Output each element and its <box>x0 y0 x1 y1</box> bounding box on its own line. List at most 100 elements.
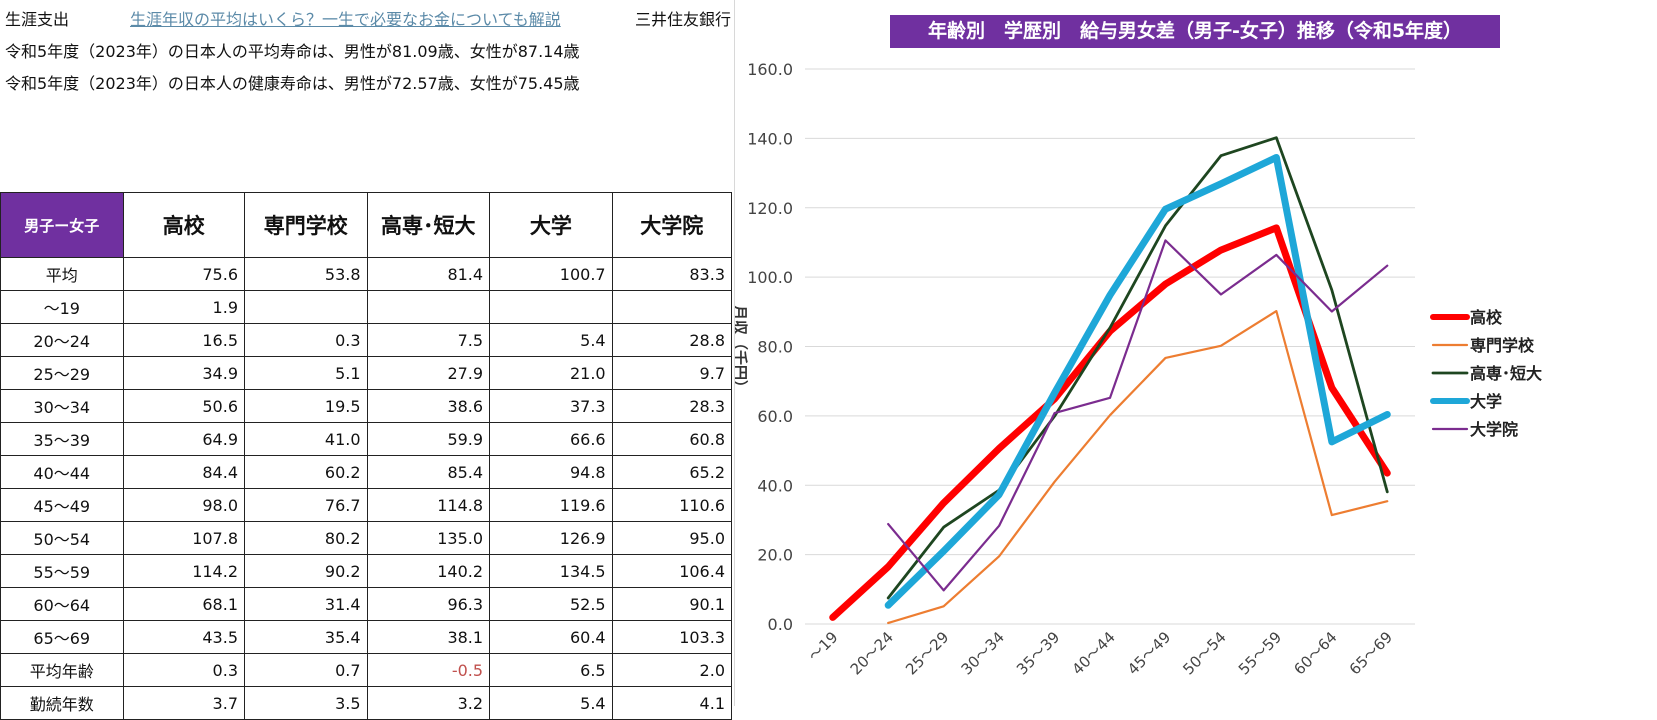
y-tick-label: 80.0 <box>757 338 793 357</box>
table-row: 55～59 114.2 90.2 140.2 134.5 106.4 <box>0 554 733 588</box>
table-cell: 1.9 <box>122 290 246 324</box>
y-tick-label: 140.0 <box>747 129 793 148</box>
table-cell: 76.7 <box>244 488 368 522</box>
x-tick-label: 45～49 <box>1124 628 1174 678</box>
table-cell: 64.9 <box>122 422 246 456</box>
salary-gap-table: 男子ー女子 高校 専門学校 高専･短大 大学 大学院 平均 75.6 53.8 81.… <box>0 192 733 720</box>
table-cell: 134.5 <box>489 554 613 588</box>
table-cell: 3.5 <box>244 686 368 720</box>
table-cell: 114.8 <box>366 488 491 522</box>
row-label: 55～59 <box>0 554 124 588</box>
table-cell: 5.4 <box>489 686 613 720</box>
table-row: 45～49 98.0 76.7 114.8 119.6 110.6 <box>0 488 733 522</box>
y-axis-label: 月収（千円） <box>735 304 749 395</box>
row-label: 25～29 <box>0 356 124 390</box>
table-cell: 9.7 <box>611 356 733 390</box>
series-line <box>887 239 1389 592</box>
column-header: 高専･短大 <box>366 192 491 258</box>
row-label: 30～34 <box>0 389 124 423</box>
table-cell: 66.6 <box>489 422 613 456</box>
table-cell: 106.4 <box>611 554 733 588</box>
table-cell: 60.2 <box>244 455 368 489</box>
y-tick-label: 40.0 <box>757 476 793 495</box>
x-tick-label: 65～69 <box>1346 628 1396 678</box>
x-tick-label: 50～54 <box>1179 628 1229 678</box>
y-tick-label: 120.0 <box>747 199 793 218</box>
x-tick-label: 20～24 <box>847 628 897 678</box>
row-label: 65～69 <box>0 620 124 654</box>
x-tick-label: ～19 <box>805 628 842 665</box>
y-tick-label: 0.0 <box>768 615 793 634</box>
table-row: 平均 75.6 53.8 81.4 100.7 83.3 <box>0 257 733 291</box>
table-cell: 37.3 <box>489 389 613 423</box>
table-cell: 7.5 <box>366 323 491 357</box>
table-row: 40～44 84.4 60.2 85.4 94.8 65.2 <box>0 455 733 489</box>
row-label: 35～39 <box>0 422 124 456</box>
table-cell: 84.4 <box>122 455 246 489</box>
table-cell: 119.6 <box>489 488 613 522</box>
article-link[interactable]: 生涯年収の平均はいくら？一生で必要なお金についても解説 <box>130 10 561 29</box>
legend-label: 高校 <box>1470 308 1503 327</box>
table-row: 25～29 34.9 5.1 27.9 21.0 9.7 <box>0 356 733 390</box>
table-cell: 0.3 <box>244 323 368 357</box>
table-cell: 114.2 <box>122 554 246 588</box>
table-cell: 90.1 <box>611 587 733 621</box>
table-cell: 6.5 <box>489 653 613 687</box>
table-cell: 83.3 <box>611 257 733 291</box>
table-cell: 0.3 <box>122 653 246 687</box>
table-cell: 21.0 <box>489 356 613 390</box>
table-cell: 90.2 <box>244 554 368 588</box>
table-row: 20～24 16.5 0.3 7.5 5.4 28.8 <box>0 323 733 357</box>
row-label: ～19 <box>0 290 124 324</box>
x-tick-label: 60～64 <box>1290 628 1340 678</box>
series-line <box>829 224 1391 621</box>
table-corner-label: 男子ー女子 <box>0 192 124 258</box>
y-tick-label: 20.0 <box>757 546 793 565</box>
column-header: 大学 <box>489 192 613 258</box>
table-row: 35～39 64.9 41.0 59.9 66.6 60.8 <box>0 422 733 456</box>
table-cell <box>489 290 613 324</box>
table-row: 平均年齢 0.3 0.7 -0.5 6.5 2.0 <box>0 653 733 687</box>
life-expectancy-text: 令和5年度（2023年）の日本人の平均寿命は、男性が81.09歳、女性が87.1… <box>5 42 580 61</box>
table-cell: 38.6 <box>366 389 491 423</box>
row-label: 勤続年数 <box>0 686 124 720</box>
table-header-row: 男子ー女子 高校 専門学校 高専･短大 大学 大学院 <box>0 192 733 258</box>
table-cell: 95.0 <box>611 521 733 555</box>
table-cell: 27.9 <box>366 356 491 390</box>
row-label: 50～54 <box>0 521 124 555</box>
table-cell: 3.7 <box>122 686 246 720</box>
table-cell: 52.5 <box>489 587 613 621</box>
healthy-life-expectancy-text: 令和5年度（2023年）の日本人の健康寿命は、男性が72.57歳、女性が75.4… <box>5 74 580 93</box>
table-cell: 16.5 <box>122 323 246 357</box>
x-tick-label: 25～29 <box>902 628 952 678</box>
table-cell: 34.9 <box>122 356 246 390</box>
table-cell: 94.8 <box>489 455 613 489</box>
chart-title: 年齢別 学歴別 給与男女差（男子-女子）推移（令和5年度） <box>890 15 1500 48</box>
table-cell: 35.4 <box>244 620 368 654</box>
x-tick-label: 30～34 <box>958 628 1008 678</box>
left-panel: 生涯支出 生涯年収の平均はいくら？一生で必要なお金についても解説 三井住友銀行 … <box>0 0 734 720</box>
table-cell: 81.4 <box>366 257 491 291</box>
table-cell: 59.9 <box>366 422 491 456</box>
table-cell: 53.8 <box>244 257 368 291</box>
table-cell: 100.7 <box>489 257 613 291</box>
row-label: 平均年齢 <box>0 653 124 687</box>
series-line <box>887 310 1389 625</box>
table-cell: 60.8 <box>611 422 733 456</box>
series-line <box>884 153 1391 609</box>
table-row: 65～69 43.5 35.4 38.1 60.4 103.3 <box>0 620 733 654</box>
table-body: 平均 75.6 53.8 81.4 100.7 83.3 ～19 1.9 20～24 16.5 0.… <box>0 257 733 720</box>
row-label: 45～49 <box>0 488 124 522</box>
row-label: 平均 <box>0 257 124 291</box>
table-cell: 60.4 <box>489 620 613 654</box>
table-cell: 50.6 <box>122 389 246 423</box>
table-cell: 5.1 <box>244 356 368 390</box>
table-cell: 80.2 <box>244 521 368 555</box>
section-label: 生涯支出 <box>5 10 70 29</box>
table-cell: 85.4 <box>366 455 491 489</box>
table-cell: 65.2 <box>611 455 733 489</box>
x-tick-label: 35～39 <box>1013 628 1063 678</box>
bank-name: 三井住友銀行 <box>634 10 731 29</box>
table-cell: 98.0 <box>122 488 246 522</box>
table-row: 勤続年数 3.7 3.5 3.2 5.4 4.1 <box>0 686 733 720</box>
